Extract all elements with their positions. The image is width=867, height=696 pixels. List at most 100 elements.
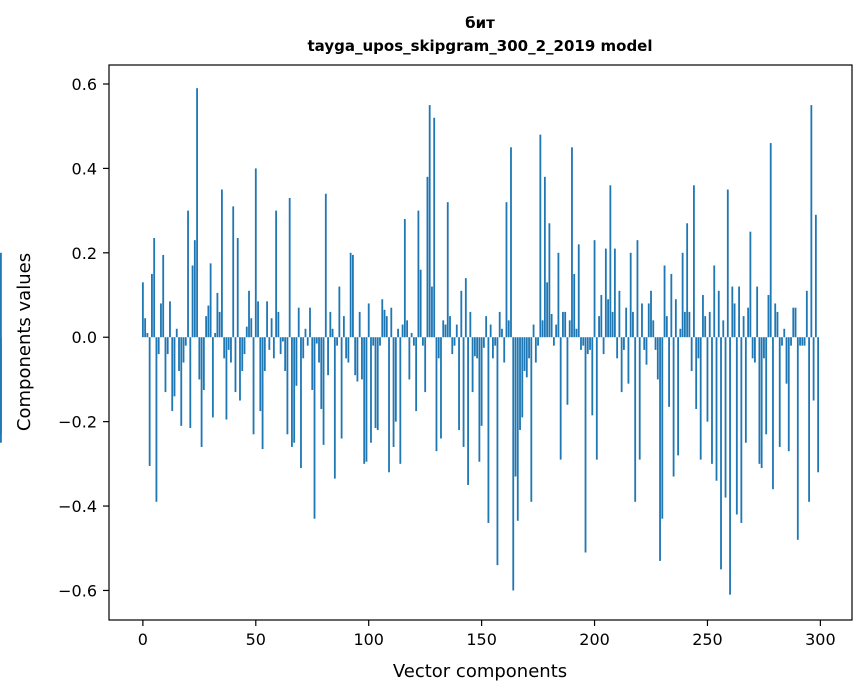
bar bbox=[792, 307, 795, 338]
bar bbox=[715, 337, 718, 481]
bar bbox=[744, 337, 747, 443]
bar bbox=[189, 337, 192, 428]
bar bbox=[543, 176, 546, 338]
y-tick-label: 0.2 bbox=[72, 244, 97, 263]
bar bbox=[733, 303, 736, 338]
bar bbox=[410, 333, 413, 338]
bar bbox=[753, 337, 756, 363]
bar bbox=[146, 333, 149, 338]
bar bbox=[422, 337, 424, 346]
bar bbox=[390, 307, 393, 338]
bar bbox=[817, 337, 820, 473]
bar bbox=[600, 295, 603, 338]
bar bbox=[304, 328, 307, 338]
bar bbox=[724, 337, 727, 498]
bar bbox=[275, 210, 278, 338]
bar bbox=[627, 337, 630, 384]
bar bbox=[498, 311, 501, 338]
bar bbox=[787, 337, 790, 452]
bar bbox=[157, 337, 160, 355]
bar bbox=[774, 303, 777, 338]
bar bbox=[178, 337, 180, 371]
bar bbox=[534, 337, 537, 363]
bar bbox=[261, 337, 264, 450]
bar bbox=[175, 328, 178, 338]
chart-title: бит bbox=[465, 14, 495, 32]
bar bbox=[164, 337, 167, 393]
bar bbox=[272, 337, 275, 359]
bar bbox=[618, 290, 621, 338]
bar bbox=[462, 337, 465, 447]
bar bbox=[356, 337, 359, 382]
bar bbox=[781, 337, 783, 346]
bar bbox=[670, 273, 673, 338]
x-tick-label: 0 bbox=[138, 630, 148, 649]
bar bbox=[641, 303, 643, 338]
bar bbox=[202, 337, 205, 390]
bar bbox=[449, 316, 451, 338]
bar bbox=[636, 240, 639, 338]
bar bbox=[372, 337, 375, 346]
bar bbox=[623, 337, 625, 350]
bar bbox=[756, 286, 759, 338]
bar bbox=[268, 337, 271, 350]
bar bbox=[503, 337, 506, 363]
bar bbox=[772, 337, 774, 490]
x-tick-label: 200 bbox=[579, 630, 610, 649]
x-tick-label: 150 bbox=[466, 630, 497, 649]
bar bbox=[598, 316, 600, 338]
bar bbox=[760, 337, 763, 469]
bar bbox=[607, 299, 609, 338]
bar bbox=[516, 337, 519, 521]
bar bbox=[661, 337, 664, 519]
bar bbox=[191, 265, 194, 338]
bar bbox=[550, 314, 553, 338]
bar bbox=[451, 337, 454, 355]
bar bbox=[713, 265, 716, 338]
bar bbox=[160, 303, 162, 338]
bar bbox=[683, 311, 686, 338]
bar bbox=[557, 252, 560, 338]
bar bbox=[198, 337, 201, 380]
bar bbox=[257, 301, 259, 338]
bar bbox=[663, 265, 666, 338]
bar bbox=[552, 337, 555, 346]
bar bbox=[223, 337, 226, 359]
bar bbox=[555, 324, 558, 338]
bar bbox=[679, 328, 682, 338]
bar bbox=[541, 320, 544, 338]
bar bbox=[708, 311, 711, 338]
bar bbox=[394, 337, 397, 422]
bar bbox=[322, 337, 325, 445]
bar bbox=[763, 337, 765, 359]
bar bbox=[507, 320, 510, 338]
bar bbox=[704, 316, 707, 338]
y-tick-label: 0.4 bbox=[72, 159, 97, 178]
bar bbox=[638, 337, 641, 460]
bar bbox=[812, 337, 815, 401]
bar bbox=[794, 307, 797, 338]
bar bbox=[801, 337, 804, 346]
bar bbox=[234, 337, 237, 393]
bar bbox=[270, 318, 273, 338]
bar bbox=[458, 337, 460, 431]
bar bbox=[252, 337, 255, 435]
bar bbox=[528, 337, 530, 359]
bar bbox=[415, 337, 418, 412]
bar bbox=[571, 147, 573, 338]
bar bbox=[440, 337, 442, 439]
bar bbox=[751, 337, 754, 359]
bar bbox=[668, 337, 670, 407]
bar bbox=[485, 316, 488, 338]
bar bbox=[354, 337, 357, 376]
bar bbox=[731, 286, 734, 338]
bar bbox=[383, 309, 386, 338]
bar bbox=[699, 337, 702, 460]
bar bbox=[629, 252, 632, 338]
bar bbox=[652, 320, 655, 338]
bar bbox=[406, 320, 409, 338]
bar bbox=[492, 337, 494, 359]
bar bbox=[532, 324, 535, 338]
bar bbox=[182, 337, 185, 363]
